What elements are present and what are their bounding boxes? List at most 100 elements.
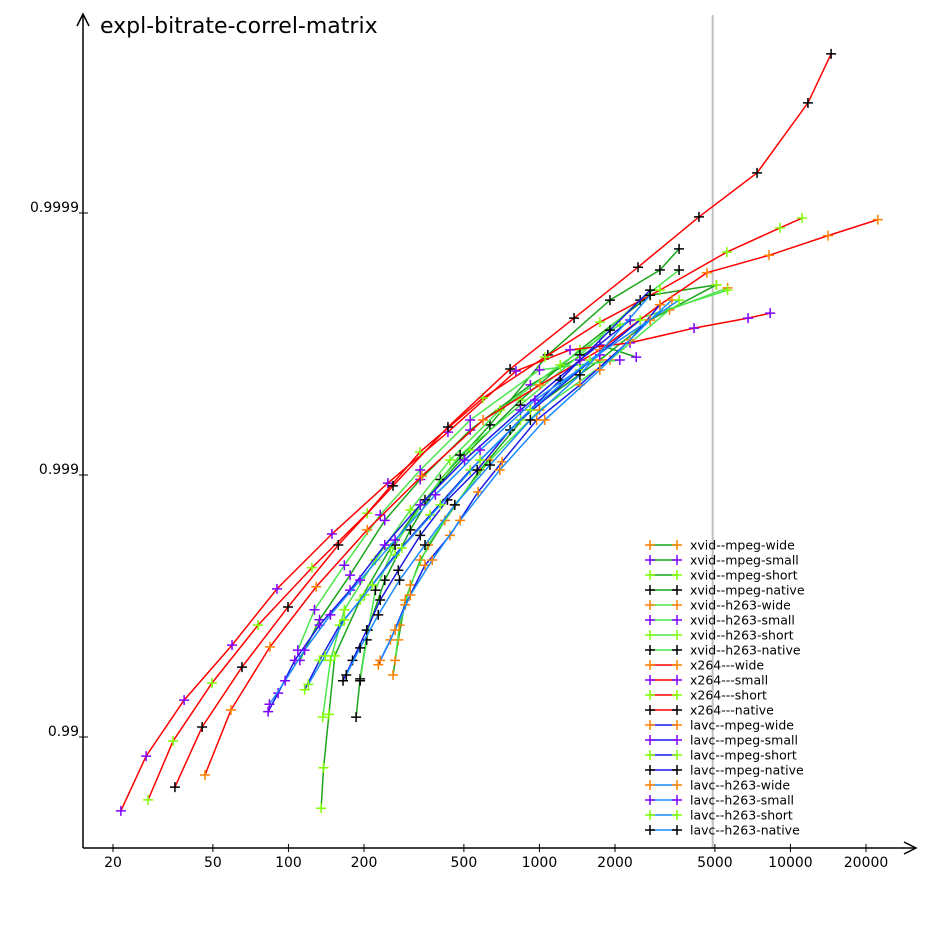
data-point bbox=[797, 213, 808, 224]
legend-label: xvid--h263-short bbox=[690, 628, 794, 643]
data-point bbox=[341, 670, 352, 681]
legend-item: lavc--h263-wide bbox=[645, 778, 790, 793]
series-lavc-h263-short bbox=[303, 295, 685, 690]
data-point bbox=[534, 364, 545, 375]
data-point bbox=[379, 575, 390, 586]
series-line bbox=[320, 284, 717, 809]
y-axis bbox=[76, 12, 90, 848]
data-point bbox=[529, 395, 540, 406]
data-point bbox=[283, 601, 294, 612]
legend-label: lavc--mpeg-native bbox=[690, 763, 804, 778]
x-tick-label: 20000 bbox=[844, 855, 889, 871]
legend-label: lavc--h263-native bbox=[690, 823, 800, 838]
legend-item: lavc--h263-small bbox=[645, 793, 794, 808]
data-point bbox=[263, 706, 274, 717]
legend-item: x264---short bbox=[645, 688, 767, 703]
legend-marker-icon bbox=[672, 645, 682, 655]
legend-item: xvid--h263-wide bbox=[645, 598, 791, 613]
data-point bbox=[405, 504, 416, 515]
data-point bbox=[207, 677, 218, 688]
legend-marker-icon bbox=[672, 810, 682, 820]
data-point bbox=[382, 478, 393, 489]
data-point bbox=[465, 424, 476, 435]
series-line bbox=[147, 217, 803, 801]
legend-item: lavc--h263-short bbox=[645, 808, 793, 823]
data-point bbox=[375, 655, 386, 666]
data-point bbox=[674, 243, 685, 254]
series-xvid-h263-native bbox=[355, 264, 685, 686]
data-point bbox=[333, 539, 344, 550]
legend-label: xvid--mpeg-short bbox=[690, 568, 798, 583]
data-point bbox=[339, 614, 350, 625]
legend-marker-icon bbox=[672, 540, 682, 550]
data-point bbox=[444, 455, 455, 466]
data-point bbox=[645, 290, 656, 301]
data-point bbox=[415, 499, 426, 510]
legend-marker-icon bbox=[645, 585, 655, 595]
data-point bbox=[318, 762, 329, 773]
data-point bbox=[525, 405, 536, 416]
data-point bbox=[473, 486, 484, 497]
data-point bbox=[442, 422, 453, 433]
series-line bbox=[342, 289, 651, 682]
data-point bbox=[555, 359, 566, 370]
legend: xvid--mpeg-widexvid--mpeg-smallxvid--mpe… bbox=[645, 538, 805, 838]
data-point bbox=[711, 279, 722, 290]
data-point bbox=[405, 589, 416, 600]
ticks-layer: 20 50 100 200 500 1000 2000 5000 10000 20000 0.99 0… bbox=[30, 200, 888, 871]
series-line bbox=[377, 304, 661, 666]
legend-item: lavc--mpeg-small bbox=[645, 733, 798, 748]
data-point bbox=[405, 524, 416, 535]
data-point bbox=[693, 211, 704, 222]
legend-marker-icon bbox=[645, 600, 655, 610]
data-point bbox=[326, 529, 337, 540]
data-point bbox=[227, 640, 238, 651]
data-point bbox=[273, 688, 284, 699]
legend-marker-icon bbox=[645, 570, 655, 580]
legend-marker-icon bbox=[672, 630, 682, 640]
data-point bbox=[465, 415, 476, 426]
data-point bbox=[317, 712, 328, 723]
data-point bbox=[774, 222, 785, 233]
data-point bbox=[390, 655, 401, 666]
data-point bbox=[345, 585, 356, 596]
legend-marker-icon bbox=[645, 795, 655, 805]
data-point bbox=[264, 699, 275, 710]
series-line bbox=[379, 299, 673, 661]
data-point bbox=[375, 595, 386, 606]
legend-marker-icon bbox=[672, 705, 682, 715]
x-tick-label: 50 bbox=[204, 855, 222, 871]
data-point bbox=[390, 625, 401, 636]
data-point bbox=[338, 675, 349, 686]
data-point bbox=[674, 264, 685, 275]
data-point bbox=[379, 539, 390, 550]
data-point bbox=[594, 364, 605, 375]
series-lavc-h263-small bbox=[264, 349, 605, 710]
data-point bbox=[388, 670, 399, 681]
legend-label: xvid--h263-wide bbox=[690, 598, 791, 613]
data-point bbox=[654, 264, 665, 275]
legend-marker-icon bbox=[645, 675, 655, 685]
legend-item: xvid--h263-short bbox=[645, 628, 794, 643]
legend-label: lavc--mpeg-small bbox=[690, 733, 798, 748]
data-point bbox=[674, 295, 685, 306]
data-point bbox=[169, 782, 180, 793]
data-point bbox=[475, 445, 486, 456]
series-x264-wide bbox=[199, 214, 883, 780]
data-point bbox=[394, 575, 405, 586]
series-layer bbox=[115, 48, 883, 816]
data-point bbox=[414, 447, 425, 458]
data-point bbox=[826, 48, 837, 59]
data-point bbox=[752, 167, 763, 178]
x-tick-label: 10000 bbox=[768, 855, 813, 871]
data-point bbox=[253, 620, 264, 631]
y-axis-arrow-icon bbox=[76, 12, 90, 27]
legend-marker-icon bbox=[645, 660, 655, 670]
data-point bbox=[320, 650, 331, 661]
legend-marker-icon bbox=[672, 615, 682, 625]
data-point bbox=[345, 570, 356, 581]
series-line bbox=[174, 53, 832, 788]
legend-label: xvid--mpeg-wide bbox=[690, 538, 795, 553]
data-point bbox=[299, 645, 310, 656]
